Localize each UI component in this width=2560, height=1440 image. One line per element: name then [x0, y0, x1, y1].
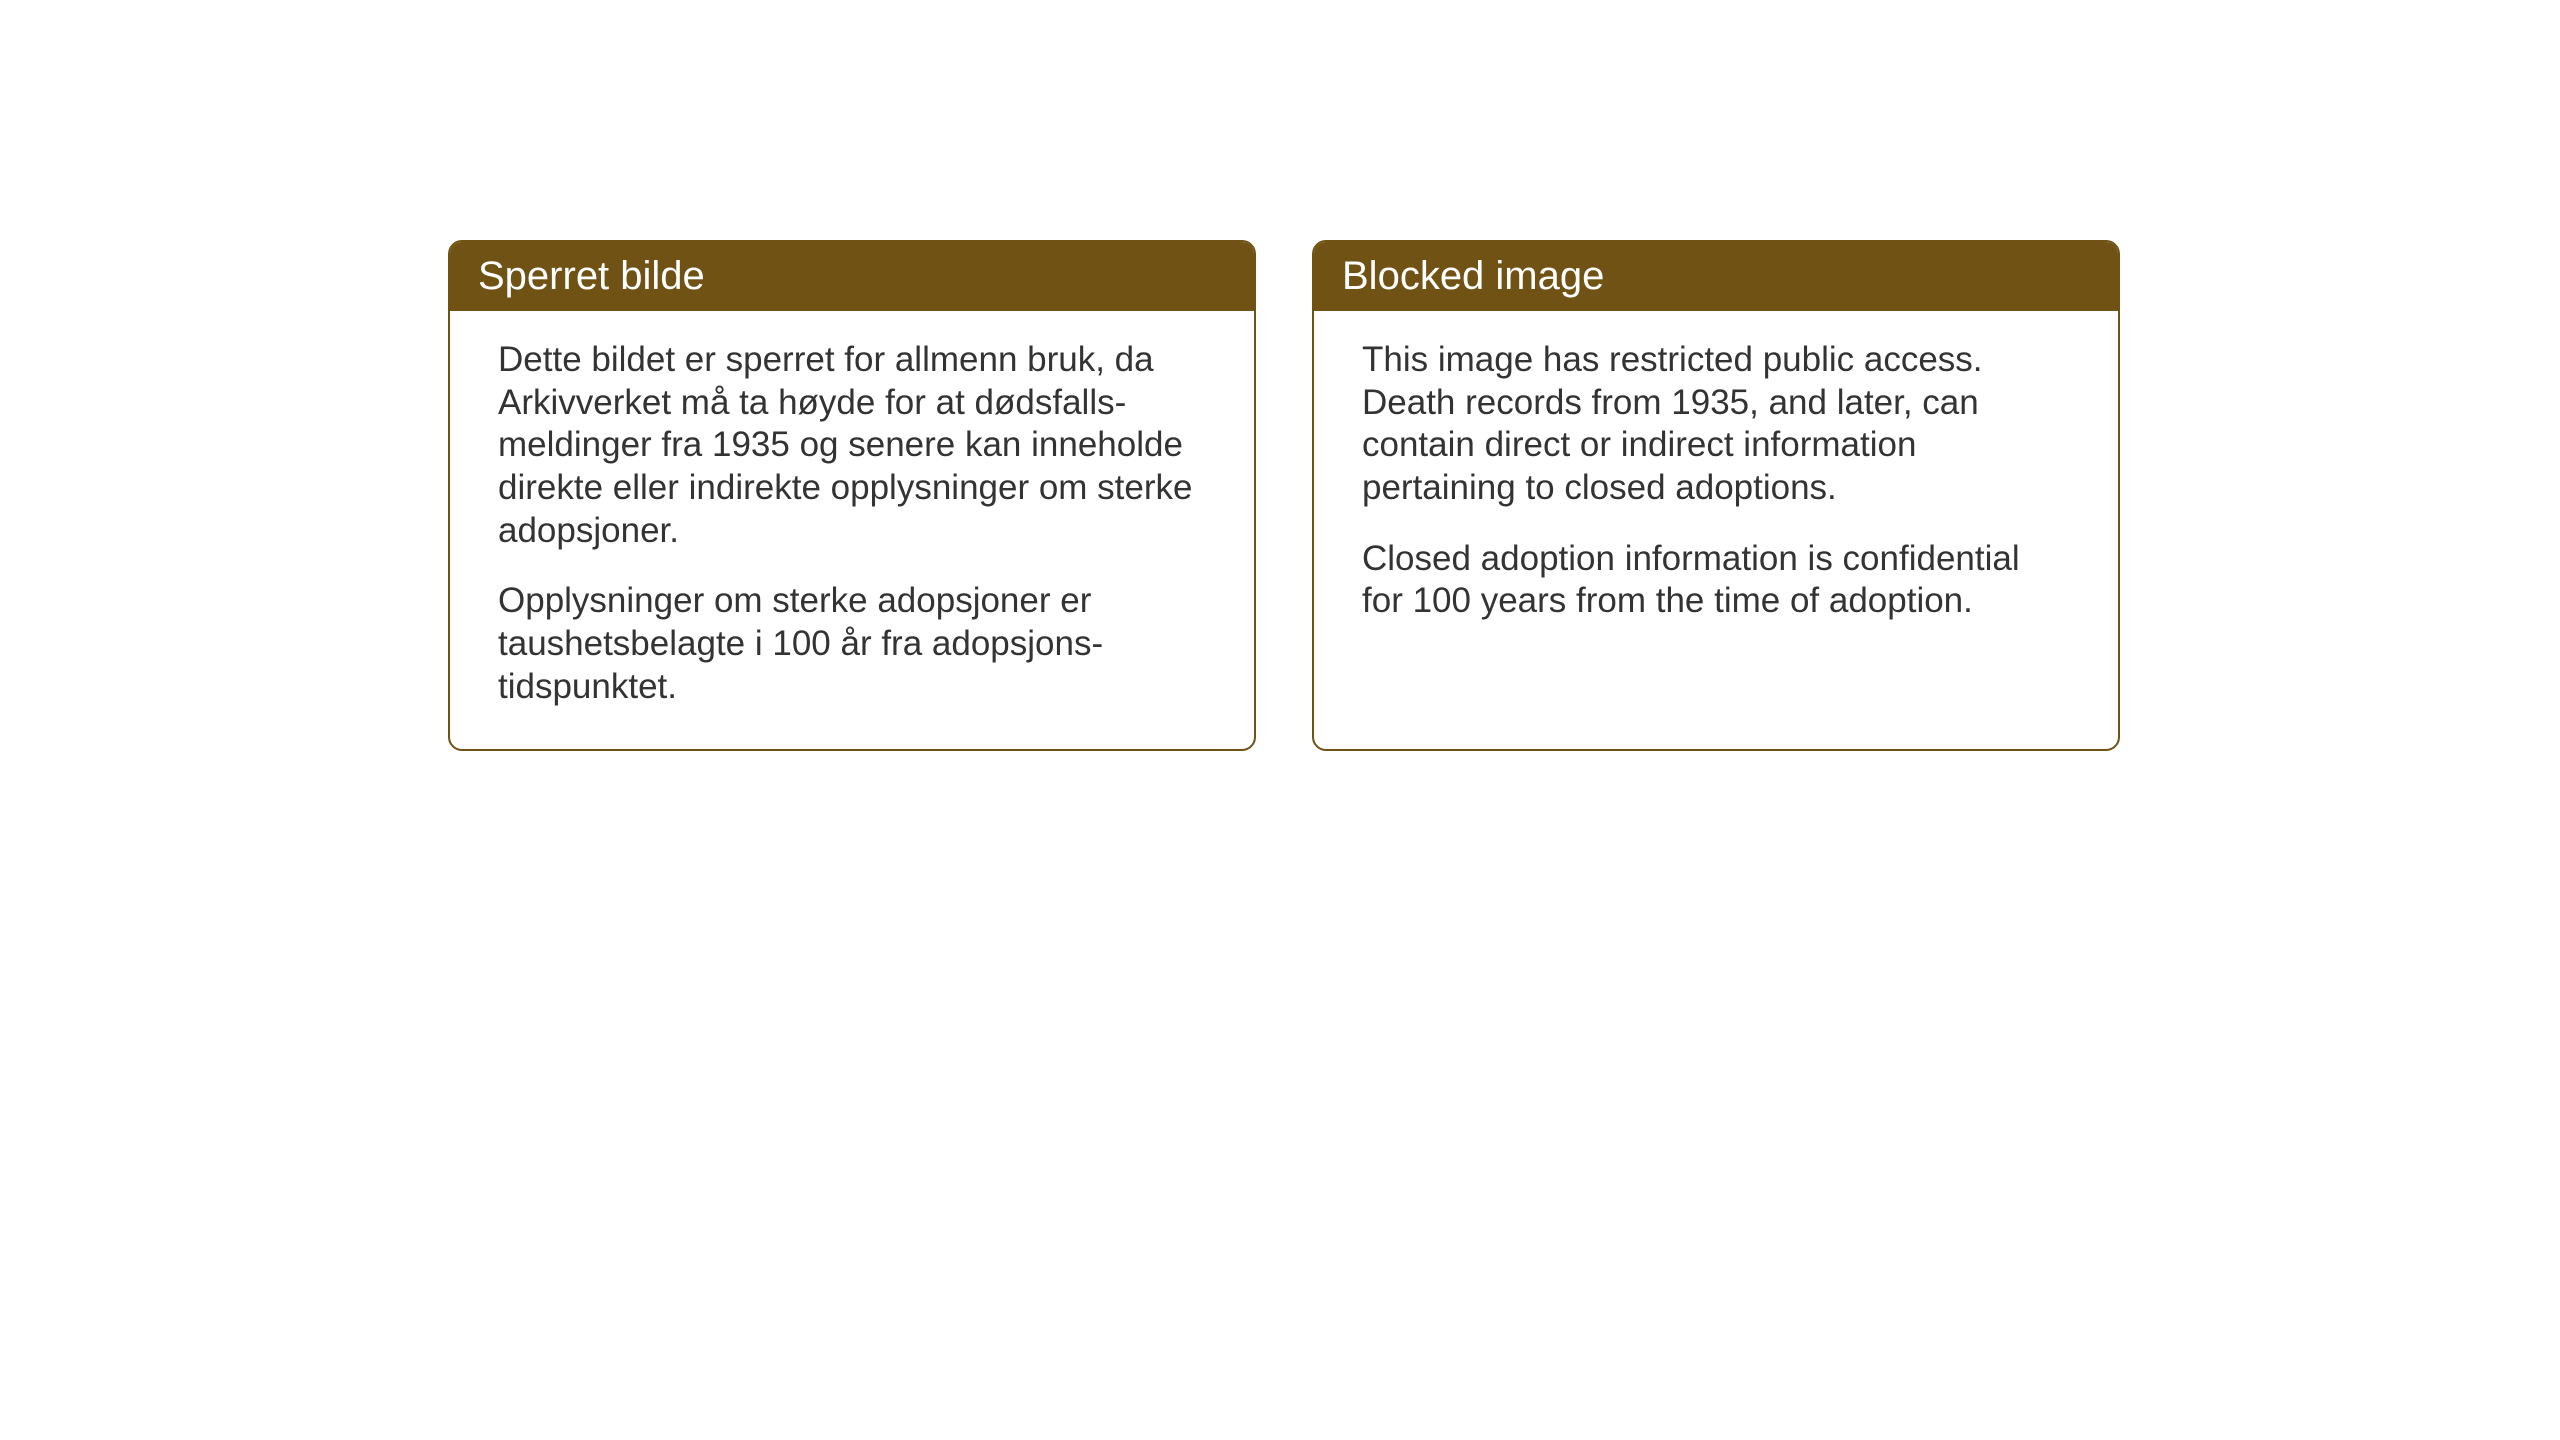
- english-card-body: This image has restricted public access.…: [1314, 311, 2118, 663]
- english-card-title: Blocked image: [1314, 242, 2118, 311]
- norwegian-card-body: Dette bildet er sperret for allmenn bruk…: [450, 311, 1254, 749]
- norwegian-notice-card: Sperret bilde Dette bildet er sperret fo…: [448, 240, 1256, 751]
- norwegian-paragraph-2: Opplysninger om sterke adopsjoner er tau…: [498, 580, 1206, 708]
- english-paragraph-2: Closed adoption information is confident…: [1362, 538, 2070, 623]
- notice-container: Sperret bilde Dette bildet er sperret fo…: [448, 240, 2120, 751]
- norwegian-card-title: Sperret bilde: [450, 242, 1254, 311]
- english-notice-card: Blocked image This image has restricted …: [1312, 240, 2120, 751]
- english-paragraph-1: This image has restricted public access.…: [1362, 339, 2070, 510]
- norwegian-paragraph-1: Dette bildet er sperret for allmenn bruk…: [498, 339, 1206, 552]
